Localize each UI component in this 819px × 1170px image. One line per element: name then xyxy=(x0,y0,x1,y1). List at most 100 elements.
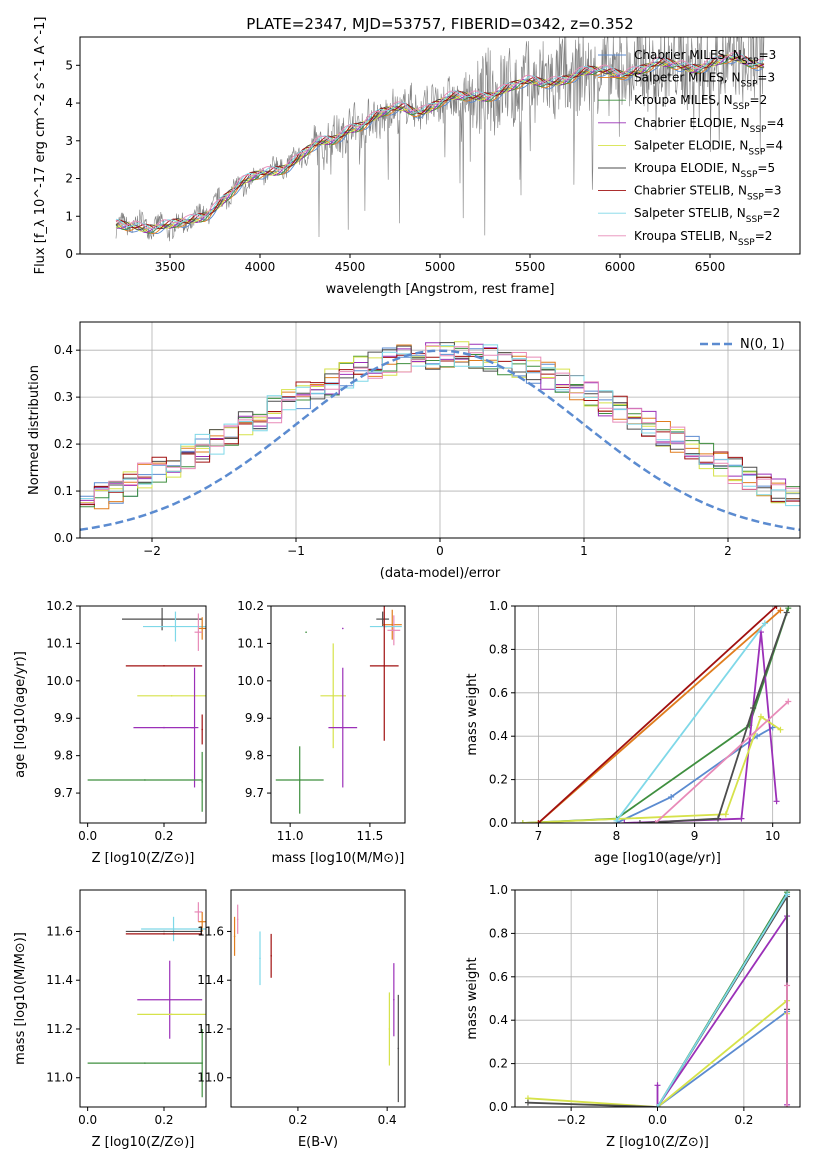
x-tick-label: −1 xyxy=(287,544,305,558)
series-line xyxy=(522,715,781,823)
series-line xyxy=(656,1010,788,1107)
y-axis-label: Flux [f_λ 10^-17 erg cm^-2 s^-1 A^-1] xyxy=(33,17,48,275)
data-point xyxy=(201,728,203,731)
axes-frame xyxy=(79,605,207,824)
series-marker xyxy=(652,820,659,823)
spectrum-model-line xyxy=(115,51,765,230)
y-tick-label: 10.0 xyxy=(237,674,264,688)
y-tick-label: 11.0 xyxy=(46,1071,73,1085)
y-tick-label: 0.0 xyxy=(54,531,73,545)
x-tick-label: 0.2 xyxy=(154,1113,173,1127)
panel-mass_vs_Z: 0.0 0.2 11.0 11.2 11.4 11.6 Z [log10(Z/Z⊙)] mas… xyxy=(13,889,207,1150)
legend-subscript: SSP xyxy=(738,238,755,248)
x-tick-label: 0.2 xyxy=(288,1113,307,1127)
y-tick-label: 0.6 xyxy=(489,970,508,984)
series-marker xyxy=(654,1104,661,1107)
x-tick-label: 11.5 xyxy=(357,829,384,843)
legend-suffix: =2 xyxy=(750,93,768,107)
plot-area xyxy=(87,902,206,1098)
series-marker xyxy=(636,820,643,823)
x-tick-label: 0.0 xyxy=(78,1113,97,1127)
y-tick-label: 0.4 xyxy=(489,729,508,743)
data-point xyxy=(163,933,165,935)
series-marker xyxy=(777,607,784,614)
series-marker xyxy=(773,798,780,805)
data-point xyxy=(201,920,203,923)
x-tick-label: 9 xyxy=(691,829,699,843)
legend-entry: Chabrier STELIB, NSSP=3 xyxy=(634,184,782,203)
y-tick-label: 0.4 xyxy=(54,343,73,357)
y-tick-label: 2 xyxy=(65,172,73,186)
x-tick-label: −0.2 xyxy=(557,1113,586,1127)
legend-subscript: SSP xyxy=(733,102,750,112)
x-tick-label: 2 xyxy=(724,544,732,558)
x-tick-label: 0.2 xyxy=(154,829,173,843)
plot-area xyxy=(233,904,400,1103)
x-tick-label: 5000 xyxy=(425,260,456,274)
data-point xyxy=(298,779,301,781)
series-marker xyxy=(761,620,768,627)
series-marker xyxy=(654,1082,661,1089)
x-tick-label: 0.0 xyxy=(78,829,97,843)
data-point xyxy=(144,1062,146,1064)
data-point xyxy=(197,911,200,913)
y-tick-label: 9.8 xyxy=(245,749,264,763)
data-point xyxy=(259,957,261,960)
y-axis-label: Normed distribution xyxy=(27,365,42,495)
plot-area xyxy=(524,890,791,1107)
data-point xyxy=(170,694,173,697)
series-line xyxy=(616,726,774,823)
y-tick-label: 0.0 xyxy=(489,816,508,830)
data-point xyxy=(163,726,165,729)
legend-entry: Kroupa STELIB, NSSP=2 xyxy=(634,229,772,248)
legend-entry: Salpeter STELIB, NSSP=2 xyxy=(634,206,780,225)
series-line xyxy=(656,913,788,1107)
data-point xyxy=(341,726,344,729)
data-point xyxy=(381,618,384,620)
y-axis-label: age [log10(age/yr)] xyxy=(13,651,28,778)
legend-subscript: SSP xyxy=(742,57,759,67)
y-tick-label: 10.1 xyxy=(46,636,73,650)
legend-subscript: SSP xyxy=(747,193,764,203)
series-marker xyxy=(668,793,675,800)
data-point xyxy=(172,928,175,930)
legend-entry: Chabrier ELODIE, NSSP=4 xyxy=(634,116,784,135)
panel-age_vs_mass: 11.0 11.5 9.7 9.8 9.9 10.0 10.1 10.2 mass [log10… xyxy=(237,599,406,866)
x-tick-label: 6500 xyxy=(695,260,726,274)
data-point xyxy=(393,629,395,632)
data-point xyxy=(144,779,146,781)
y-axis-label: mass weight xyxy=(465,673,480,755)
axes-frame xyxy=(270,605,406,824)
legend-entry: Kroupa ELODIE, NSSP=5 xyxy=(634,161,775,180)
data-point xyxy=(388,1028,391,1030)
x-tick-label: 4000 xyxy=(245,260,276,274)
y-tick-label: 4 xyxy=(65,96,73,110)
data-point xyxy=(174,625,177,628)
series-marker xyxy=(722,811,729,818)
x-tick-label: 8 xyxy=(613,829,621,843)
axes-frame xyxy=(79,889,207,1108)
data-point xyxy=(201,627,203,630)
data-point xyxy=(270,955,272,957)
series-marker xyxy=(621,820,628,823)
x-tick-label: −2 xyxy=(143,544,161,558)
x-axis-label: Z [log10(Z/Z⊙)] xyxy=(606,1135,709,1150)
x-tick-label: 5500 xyxy=(515,260,546,274)
x-tick-label: 3500 xyxy=(155,260,186,274)
y-tick-label: 0.0 xyxy=(489,1100,508,1114)
data-point xyxy=(391,623,394,626)
data-point xyxy=(193,726,196,729)
y-tick-label: 0.2 xyxy=(489,773,508,787)
y-tick-label: 0.8 xyxy=(489,642,508,656)
y-tick-label: 0.2 xyxy=(489,1057,508,1071)
y-tick-label: 11.4 xyxy=(197,973,224,987)
data-point xyxy=(163,930,165,933)
series-marker xyxy=(519,820,526,823)
y-tick-label: 9.9 xyxy=(245,711,264,725)
legend-suffix: =5 xyxy=(757,161,775,175)
y-tick-label: 0.3 xyxy=(54,390,73,404)
legend-entry: Salpeter ELODIE, NSSP=4 xyxy=(634,138,783,157)
x-axis-label: (data-model)/error xyxy=(380,566,501,581)
x-tick-label: 0.0 xyxy=(648,1113,667,1127)
legend-entry: N(0, 1) xyxy=(740,337,785,352)
